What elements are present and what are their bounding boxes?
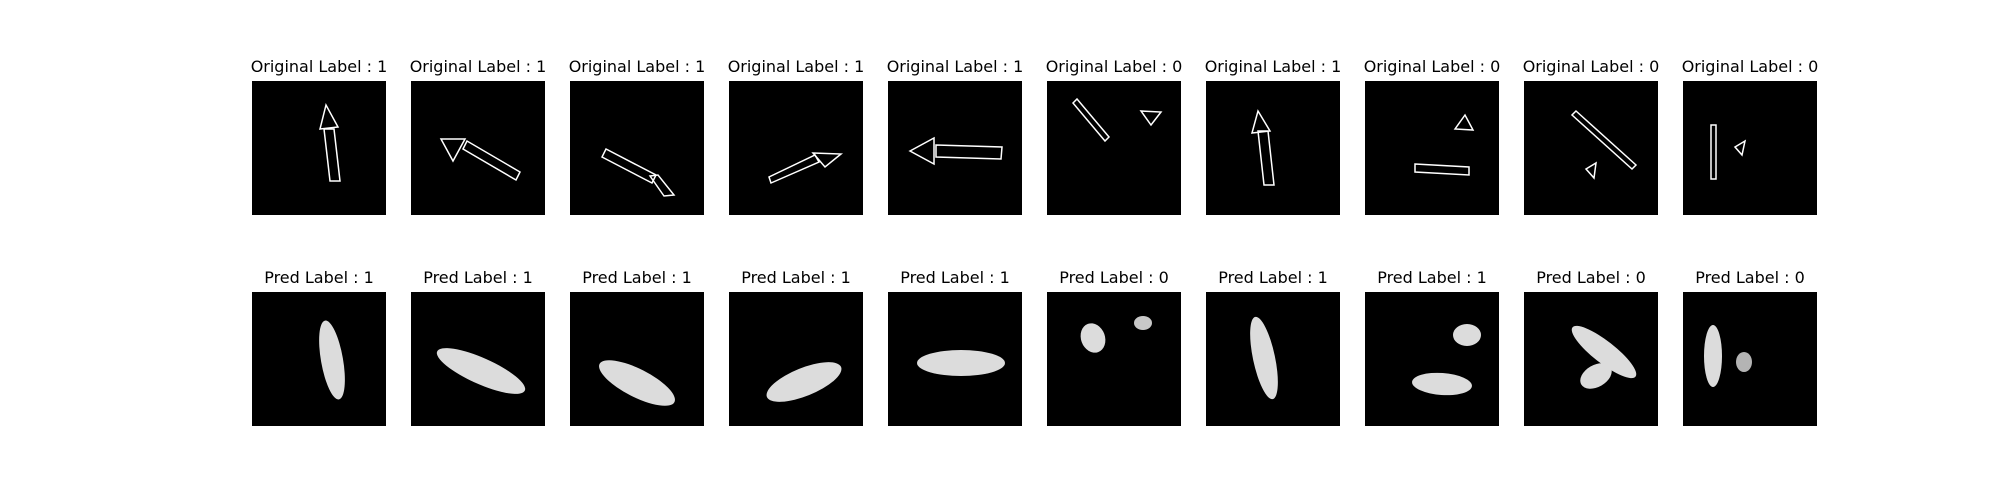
pred-blob — [599, 360, 675, 406]
pred-image-4 — [729, 292, 863, 426]
original-image-7 — [1206, 81, 1340, 215]
original-image-9 — [1524, 81, 1658, 215]
pred-blob — [766, 362, 842, 402]
pred-image-6 — [1047, 292, 1181, 426]
pred-label-6: Pred Label : 0 — [1059, 268, 1169, 287]
arrow-left-shape — [908, 136, 1003, 166]
original-image-5 — [888, 81, 1022, 215]
pred-image-7 — [1206, 292, 1340, 426]
original-label-7: Original Label : 1 — [1204, 57, 1342, 76]
arrow-up-shape — [319, 102, 341, 182]
arrow-upleft-shape — [439, 138, 521, 182]
original-image-1 — [252, 81, 386, 215]
pred-image-3 — [570, 292, 704, 426]
pred-label-7: Pred Label : 1 — [1218, 268, 1328, 287]
pred-label-2: Pred Label : 1 — [423, 268, 533, 287]
bar-and-triangle-shape — [1710, 124, 1747, 180]
pred-label-5: Pred Label : 1 — [900, 268, 1010, 287]
bar-and-triangle-shape — [1414, 113, 1475, 176]
arrow-upright-shape — [768, 152, 844, 185]
original-label-5: Original Label : 1 — [886, 57, 1024, 76]
pred-blob — [1080, 316, 1152, 353]
pred-blob — [436, 348, 526, 394]
original-label-10: Original Label : 0 — [1681, 57, 1819, 76]
pred-blob — [319, 320, 345, 400]
pred-label-3: Pred Label : 1 — [582, 268, 692, 287]
original-image-6 — [1047, 81, 1181, 215]
original-label-4: Original Label : 1 — [727, 57, 865, 76]
pred-blob — [1571, 325, 1637, 389]
pred-image-1 — [252, 292, 386, 426]
bar-and-triangle-shape — [1570, 109, 1638, 180]
pred-image-2 — [411, 292, 545, 426]
original-image-4 — [729, 81, 863, 215]
original-label-8: Original Label : 0 — [1363, 57, 1501, 76]
original-image-3 — [570, 81, 704, 215]
original-image-8 — [1365, 81, 1499, 215]
original-label-1: Original Label : 1 — [250, 57, 388, 76]
pred-blob — [1412, 324, 1481, 396]
pred-label-4: Pred Label : 1 — [741, 268, 851, 287]
pred-label-1: Pred Label : 1 — [264, 268, 374, 287]
pred-image-5 — [888, 292, 1022, 426]
pred-image-10 — [1683, 292, 1817, 426]
original-label-3: Original Label : 1 — [568, 57, 706, 76]
original-image-10 — [1683, 81, 1817, 215]
original-image-2 — [411, 81, 545, 215]
original-label-6: Original Label : 0 — [1045, 57, 1183, 76]
bar-and-triangle-shape — [1071, 97, 1163, 143]
pred-blob — [1704, 325, 1752, 387]
pred-image-8 — [1365, 292, 1499, 426]
arrow-up-shape — [1250, 109, 1275, 186]
pred-label-8: Pred Label : 1 — [1377, 268, 1487, 287]
pred-image-9 — [1524, 292, 1658, 426]
pred-label-10: Pred Label : 0 — [1695, 268, 1805, 287]
original-label-9: Original Label : 0 — [1522, 57, 1660, 76]
pred-label-9: Pred Label : 0 — [1536, 268, 1646, 287]
pred-blob — [917, 350, 1005, 376]
arrow-downright-shape — [600, 147, 676, 197]
original-label-2: Original Label : 1 — [409, 57, 547, 76]
pred-blob — [1250, 316, 1278, 400]
